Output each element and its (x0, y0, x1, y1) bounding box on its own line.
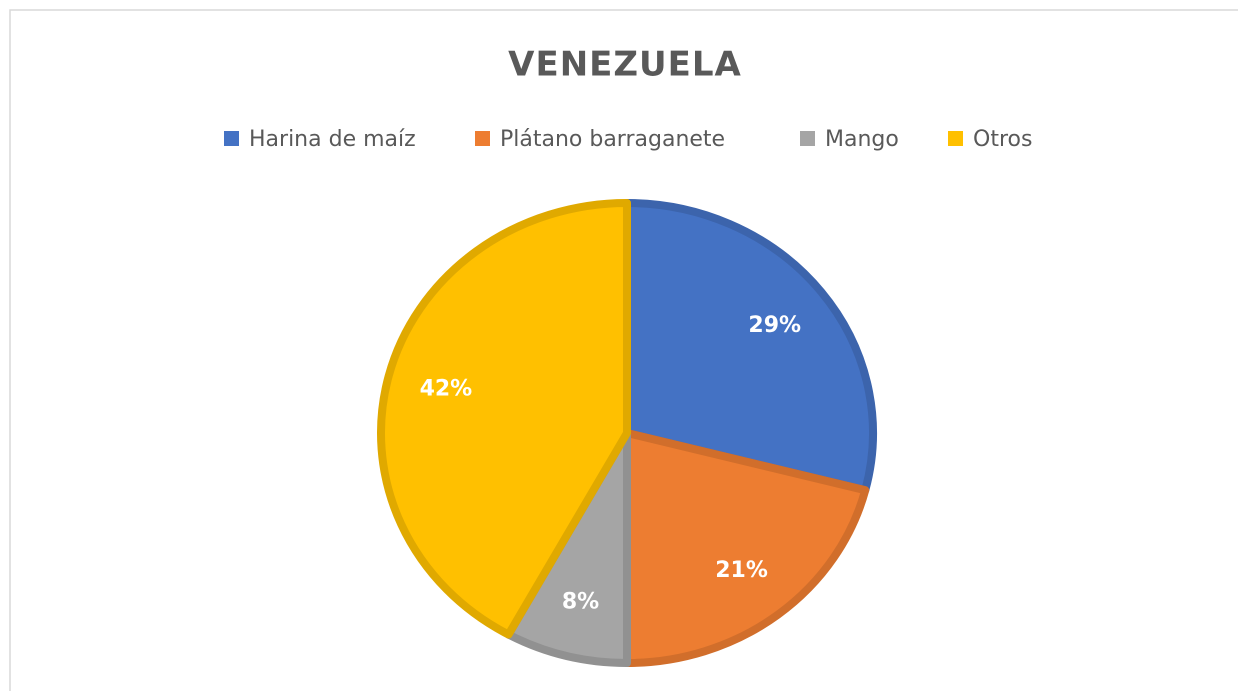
data-label: 21% (715, 558, 768, 583)
legend-swatch (224, 131, 239, 146)
chart-title: VENEZUELA (508, 45, 742, 85)
legend-label: Plátano barraganete (500, 127, 725, 152)
legend-swatch (475, 131, 490, 146)
pie-slice (623, 199, 877, 495)
pie-slice (377, 199, 631, 639)
legend-label: Harina de maíz (249, 127, 416, 152)
legend-swatch (948, 131, 963, 146)
data-label: 29% (748, 313, 801, 338)
legend-label: Otros (973, 127, 1032, 152)
data-label: 42% (420, 377, 473, 402)
legend-label: Mango (825, 127, 899, 152)
pie-slice (623, 429, 870, 667)
legend-swatch (800, 131, 815, 146)
data-label: 8% (562, 589, 599, 614)
